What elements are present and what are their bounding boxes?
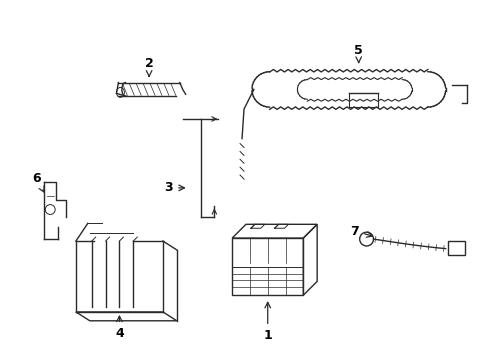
Text: 4: 4	[115, 316, 123, 340]
Text: 5: 5	[354, 44, 362, 63]
Text: 6: 6	[32, 171, 44, 192]
Bar	[232, 238, 303, 295]
Bar	[447, 241, 465, 255]
Text: 7: 7	[349, 225, 372, 238]
Text: 2: 2	[144, 57, 153, 76]
Text: 3: 3	[164, 181, 184, 194]
Text: 1: 1	[263, 302, 271, 342]
